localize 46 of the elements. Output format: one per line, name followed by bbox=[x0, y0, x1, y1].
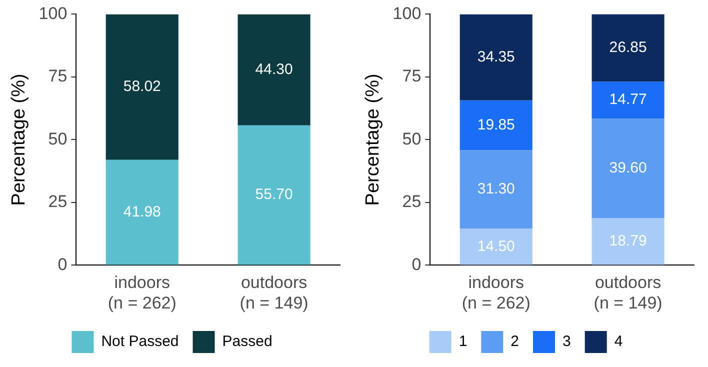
data-label: 41.98 bbox=[123, 203, 161, 220]
bar bbox=[238, 14, 310, 126]
x-tick-label: indoors (n = 262) bbox=[462, 273, 530, 312]
bar bbox=[106, 160, 178, 265]
x-tick-label: outdoors (n = 149) bbox=[240, 273, 308, 312]
y-tick-label: 0 bbox=[58, 254, 68, 274]
data-label: 34.35 bbox=[477, 48, 515, 66]
y-tick-label: 25 bbox=[402, 192, 422, 212]
bar bbox=[238, 125, 310, 265]
bar bbox=[460, 228, 532, 265]
data-label: 55.70 bbox=[255, 186, 293, 204]
bar bbox=[592, 14, 664, 82]
bar bbox=[460, 100, 532, 150]
y-axis-title: Percentage (%) bbox=[8, 74, 30, 206]
legend-label: Passed bbox=[222, 333, 272, 350]
y-tick-label: 25 bbox=[48, 192, 68, 212]
legend-label: 4 bbox=[614, 333, 623, 350]
bar bbox=[106, 14, 178, 160]
bar bbox=[592, 118, 664, 218]
bar bbox=[460, 150, 532, 229]
x-tick-label: indoors (n = 262) bbox=[108, 273, 176, 312]
bar bbox=[592, 82, 664, 119]
legend-label: 2 bbox=[510, 333, 519, 350]
data-label: 14.50 bbox=[477, 238, 515, 255]
y-axis-title: Percentage (%) bbox=[362, 74, 384, 206]
bar bbox=[460, 14, 532, 100]
y-tick-label: 100 bbox=[38, 4, 68, 23]
bar bbox=[592, 218, 664, 265]
y-tick-label: 75 bbox=[402, 66, 422, 86]
data-label: 14.77 bbox=[609, 91, 647, 108]
y-tick-label: 50 bbox=[48, 129, 68, 148]
data-label: 39.60 bbox=[609, 159, 647, 176]
data-label: 18.79 bbox=[609, 232, 647, 250]
data-label: 26.85 bbox=[609, 39, 647, 56]
y-tick-label: 0 bbox=[412, 254, 422, 274]
y-tick-label: 50 bbox=[402, 129, 422, 148]
data-label: 44.30 bbox=[255, 60, 293, 78]
data-label: 58.02 bbox=[123, 78, 161, 96]
x-tick-label: outdoors (n = 149) bbox=[594, 273, 662, 312]
legend-label: 3 bbox=[562, 333, 571, 350]
y-tick-label: 75 bbox=[48, 66, 68, 86]
legend-label: Not Passed bbox=[101, 333, 179, 350]
data-label: 19.85 bbox=[477, 116, 515, 134]
y-tick-label: 100 bbox=[392, 4, 422, 23]
data-label: 31.30 bbox=[477, 180, 515, 198]
legend-label: 1 bbox=[458, 333, 468, 350]
